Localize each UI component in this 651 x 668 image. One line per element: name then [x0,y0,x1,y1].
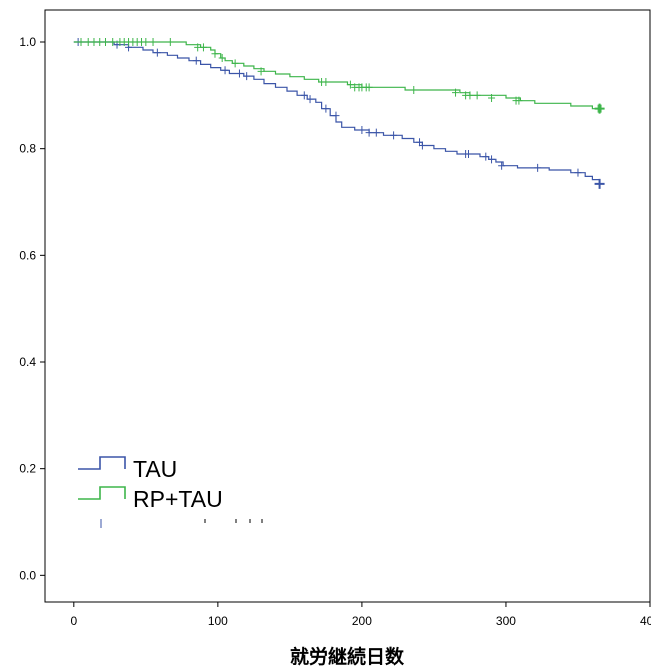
legend-area [70,444,280,532]
censor-mark [322,78,330,86]
y-tick-label: 0.8 [19,142,36,156]
censor-mark [322,104,330,113]
censor-mark [372,128,380,137]
legend: TAU RP+TAU [78,456,263,528]
censor-mark [102,38,109,46]
y-tick-label: 1.0 [19,35,36,49]
censor-mark [365,83,373,92]
censor-mark [390,131,398,140]
censor-mark [594,178,605,189]
censor-mark [211,49,219,58]
series-layer [73,38,605,189]
censor-mark [306,95,314,104]
censor-mark [416,138,424,147]
censor-mark [77,38,85,46]
censor-mark [498,161,506,170]
censor-mark [594,103,605,114]
censor-mark [488,94,496,102]
x-tick-label: 400 [640,614,651,628]
censor-mark [142,38,150,46]
censor-mark [109,38,117,46]
y-tick-label: 0.0 [19,568,36,582]
censor-mark [153,48,161,57]
series-tau [73,38,605,189]
censor-mark [149,38,157,46]
x-tick-label: 200 [352,614,372,628]
censor-mark [410,86,418,94]
censor-mark [482,152,490,161]
censor-mark [192,56,200,65]
axes: 0 100 200 300 400 0.0 0.2 0.4 0.6 0.8 1.0 [19,35,651,628]
x-tick-label: 300 [496,614,516,628]
censor-mark [199,43,207,52]
x-tick-label: 100 [208,614,228,628]
censor-mark [218,54,226,62]
legend-swatch [78,456,126,470]
censor-mark [166,38,174,46]
y-tick-label: 0.4 [19,355,36,369]
legend-label: RP+TAU [133,486,223,512]
censor-mark [300,91,308,100]
x-axis-title: 就労継続日数 [290,645,405,668]
censor-mark [235,69,243,78]
y-tick-label: 0.2 [19,462,36,476]
censor-mark [221,66,229,75]
legend-swatch [78,486,126,500]
censor-mark [534,163,542,172]
censor-mark [358,126,366,134]
censor-mark [332,111,340,120]
survival-line [73,41,601,184]
censor-mark [365,128,373,137]
x-tick-label: 0 [70,614,77,628]
censor-mark [574,168,582,177]
censor-mark [465,150,472,158]
series-rp-tau [73,38,605,114]
legend-label: TAU [133,456,177,482]
censor-mark [257,67,265,76]
censor-mark [346,80,354,89]
censor-mark [452,88,460,97]
censor-mark [231,59,239,68]
y-tick-label: 0.6 [19,248,36,262]
censor-mark [243,72,251,81]
censor-mark [515,96,523,105]
censor-mark [418,141,426,150]
censor-mark [488,155,496,164]
censor-mark [473,91,481,100]
censor-mark [466,91,474,100]
